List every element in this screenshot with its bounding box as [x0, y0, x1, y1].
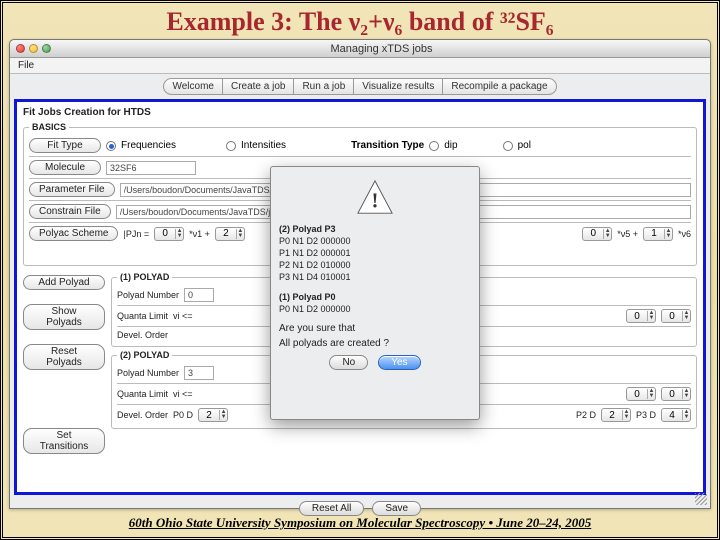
dialog-yes-button[interactable]: Yes: [378, 355, 420, 370]
fit-type-label: Fit Type: [29, 138, 101, 153]
radio-pol-label: pol: [518, 140, 531, 151]
constrain-file-label: Constrain File: [29, 204, 111, 219]
dialog-p3-line2: P2 N1 D2 010000: [279, 260, 351, 270]
set-transitions-button-2[interactable]: Set Transitions: [23, 428, 105, 454]
quanta-limit-label-2: Quanta Limit: [117, 389, 168, 399]
polyad1-legend: (1) POLYAD: [117, 272, 172, 282]
quanta-vi-label: vi <=: [173, 311, 193, 321]
show-polyads-button[interactable]: Show Polyads: [23, 304, 105, 330]
tab-run-job[interactable]: Run a job: [293, 78, 354, 95]
radio-dip[interactable]: [429, 141, 439, 151]
dialog-p0-line0: P0 N1 D2 000000: [279, 304, 351, 314]
minimize-icon[interactable]: [29, 44, 38, 53]
devel-order-label: Devel. Order: [117, 330, 168, 340]
p0d-label: P0 D: [173, 410, 193, 420]
basics-legend: BASICS: [29, 122, 69, 132]
polyad-number-2-input[interactable]: [184, 366, 214, 380]
dialog-question-2: All polyads are created ?: [279, 338, 471, 349]
tab-recompile[interactable]: Recompile a package: [442, 78, 556, 95]
confirm-dialog: ! (2) Polyad P3 P0 N1 D2 000000 P1 N1 D2…: [270, 166, 480, 420]
tab-visualize[interactable]: Visualize results: [353, 78, 443, 95]
p3d-label: P3 D: [636, 410, 656, 420]
tab-create-job[interactable]: Create a job: [222, 78, 294, 95]
radio-dip-label: dip: [444, 140, 457, 151]
polyad-number-label-2: Polyad Number: [117, 368, 179, 378]
save-button[interactable]: Save: [372, 501, 421, 516]
nu1-stepper[interactable]: 2▲▼: [215, 227, 245, 241]
pjn-label: |PJn =: [123, 229, 149, 239]
dialog-p3-line1: P1 N1 D2 000001: [279, 248, 351, 258]
app-window: Managing xTDS jobs File Welcome Create a…: [9, 39, 711, 509]
dialog-p3-line3: P3 N1 D4 010001: [279, 272, 351, 282]
dialog-p0-title: (1) Polyad P0: [279, 292, 336, 302]
quanta-vi-1b-stepper[interactable]: 0▲▼: [661, 309, 691, 323]
quanta-vi-1-stepper[interactable]: 0▲▼: [626, 309, 656, 323]
tab-welcome[interactable]: Welcome: [163, 78, 223, 95]
radio-frequencies[interactable]: [106, 141, 116, 151]
devel-order-label-2: Devel. Order: [117, 410, 168, 420]
radio-intensities-label: Intensities: [241, 140, 286, 151]
nu6-stepper[interactable]: 1▲▼: [643, 227, 673, 241]
svg-text:!: !: [372, 189, 379, 213]
menu-bar[interactable]: File: [10, 58, 710, 74]
dialog-p3-title: (2) Polyad P3: [279, 224, 336, 234]
polyad-number-1-input[interactable]: [184, 288, 214, 302]
radio-pol[interactable]: [503, 141, 513, 151]
parameter-file-label: Parameter File: [29, 182, 115, 197]
menu-file[interactable]: File: [18, 60, 34, 71]
add-polyad-button[interactable]: Add Polyad: [23, 275, 105, 290]
quanta-vi-2b-stepper[interactable]: 0▲▼: [661, 387, 691, 401]
p2d-stepper[interactable]: 2▲▼: [601, 408, 631, 422]
window-title: Managing xTDS jobs: [59, 43, 704, 55]
close-icon[interactable]: [16, 44, 25, 53]
resize-grip-icon[interactable]: [695, 493, 707, 505]
transition-type-label: Transition Type: [351, 140, 424, 151]
radio-frequencies-label: Frequencies: [121, 140, 176, 151]
nu5-stepper[interactable]: 0▲▼: [582, 227, 612, 241]
reset-polyads-button[interactable]: Reset Polyads: [23, 344, 105, 370]
dialog-question-1: Are you sure that: [279, 323, 471, 334]
polyad2-legend: (2) POLYAD: [117, 350, 172, 360]
p2d-label: P2 D: [576, 410, 596, 420]
slide-footer: 60th Ohio State University Symposium on …: [3, 515, 717, 531]
dialog-no-button[interactable]: No: [329, 355, 368, 370]
panel-title: Fit Jobs Creation for HTDS: [23, 107, 697, 118]
slide-title: Example 3: The ν₂+ν₆ band of ³²SF₆: [3, 3, 717, 39]
alert-icon: !: [356, 179, 394, 217]
window-titlebar[interactable]: Managing xTDS jobs: [10, 40, 710, 58]
quanta-vi-2-stepper[interactable]: 0▲▼: [626, 387, 656, 401]
p3d-stepper[interactable]: 4▲▼: [661, 408, 691, 422]
reset-all-button[interactable]: Reset All: [299, 501, 364, 516]
radio-intensities[interactable]: [226, 141, 236, 151]
quanta-vi-label-2: vi <=: [173, 389, 193, 399]
nu1-label: *ν1 +: [189, 229, 210, 239]
molecule-label: Molecule: [29, 160, 101, 175]
nu6-label: *ν6: [678, 229, 691, 239]
nu5-label: *ν5 +: [617, 229, 638, 239]
pjn-stepper[interactable]: 0▲▼: [154, 227, 184, 241]
dialog-p3-line0: P0 N1 D2 000000: [279, 236, 351, 246]
quanta-limit-label: Quanta Limit: [117, 311, 168, 321]
tab-bar: Welcome Create a job Run a job Visualize…: [10, 74, 710, 97]
zoom-icon[interactable]: [42, 44, 51, 53]
p0d-stepper[interactable]: 2▲▼: [198, 408, 228, 422]
polyad-scheme-label: Polyac Scheme: [29, 226, 118, 241]
molecule-input[interactable]: [106, 161, 196, 175]
polyad-number-label: Polyad Number: [117, 290, 179, 300]
